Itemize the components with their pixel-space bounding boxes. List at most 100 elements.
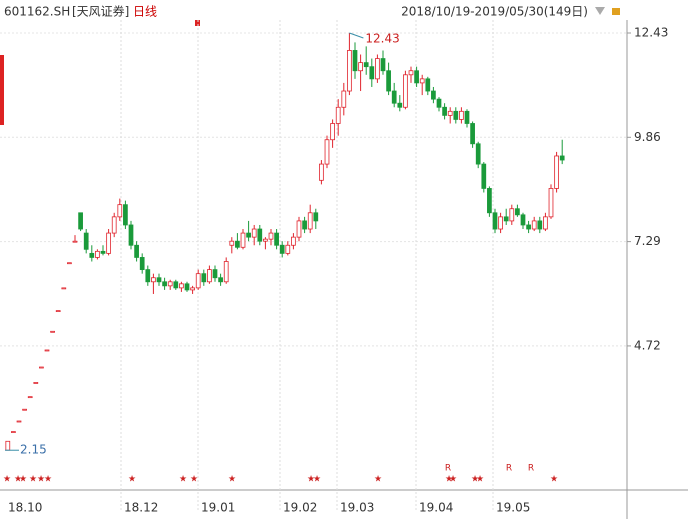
candle-body (459, 110, 464, 120)
x-tick-label: 19.05 (496, 501, 530, 515)
candle-body (145, 269, 151, 283)
candle-body (515, 208, 520, 216)
candle-body (291, 236, 296, 246)
candle-body (453, 110, 459, 120)
x-tick-label: 18.12 (124, 501, 158, 515)
event-r: R (445, 464, 451, 474)
candle-body (419, 78, 425, 84)
x-tick-label: 19.02 (283, 501, 317, 515)
candle-body (431, 90, 436, 100)
event-star: ★ (37, 475, 45, 485)
y-tick-label: 7.29 (634, 234, 661, 248)
low-label: 2.15 (20, 443, 47, 457)
event-r: R (528, 464, 534, 474)
stock-name: [天风证券] (72, 4, 129, 19)
event-star: ★ (471, 475, 479, 485)
event-star: ★ (228, 475, 236, 485)
candle-body (218, 277, 223, 283)
candle-body (274, 232, 279, 246)
candle-body (179, 283, 184, 289)
date-range: 2018/10/19-2019/05/30(149日) (401, 5, 588, 19)
dropdown-icon[interactable] (595, 7, 605, 15)
candle-body (475, 143, 481, 165)
event-r: R (506, 464, 512, 474)
candle-body (16, 420, 22, 423)
candle-body (151, 277, 156, 283)
candle-body (268, 232, 274, 240)
event-star: ★ (449, 475, 457, 485)
event-star: ★ (14, 475, 22, 485)
candle-body (403, 74, 408, 108)
candle-body (554, 155, 559, 189)
event-star: ★ (313, 475, 321, 485)
candle-body (128, 224, 134, 246)
candle-body (313, 212, 319, 222)
candle-body (548, 188, 554, 218)
candle-body (386, 70, 391, 92)
candle-body (319, 163, 324, 181)
candle-body (436, 98, 442, 108)
flag (195, 20, 200, 26)
candle-body (134, 244, 139, 258)
x-tick-label: 19.01 (201, 501, 235, 515)
candle-body (162, 281, 167, 287)
candle-body (173, 281, 179, 289)
event-star: ★ (307, 475, 315, 485)
lock-icon[interactable] (612, 8, 620, 15)
candle-body (509, 208, 515, 222)
candle-body (39, 366, 44, 369)
candle-body (302, 220, 307, 230)
candle-body (251, 228, 257, 238)
candle-body (543, 216, 548, 230)
y-tick-label: 12.43 (634, 25, 668, 39)
candle-body (442, 106, 447, 116)
x-tick-label: 18.10 (8, 501, 42, 515)
side-marker (0, 55, 4, 125)
event-star: ★ (19, 475, 27, 485)
candle-body (363, 62, 369, 68)
x-tick-label: 19.04 (419, 501, 453, 515)
candle-body (44, 349, 50, 352)
candle-body (341, 90, 347, 108)
candle-body (352, 50, 358, 72)
candle-body (5, 440, 11, 451)
event-star: ★ (476, 475, 484, 485)
candle-body (481, 163, 487, 189)
candle-body (285, 244, 291, 254)
candle-body (207, 269, 212, 283)
candle-body (72, 240, 78, 243)
candle-body (50, 330, 55, 333)
candle-body (184, 283, 190, 291)
candle-body (27, 396, 33, 399)
event-star: ★ (29, 475, 37, 485)
candle-body (397, 102, 403, 108)
candle-body (190, 287, 195, 291)
candle-body (201, 273, 207, 283)
candle-body (156, 277, 162, 283)
candle-body (263, 238, 268, 242)
candle-body (487, 188, 492, 214)
candle-body (11, 431, 16, 433)
candle-body (279, 244, 285, 254)
candle-body (492, 212, 498, 230)
candle-body (531, 220, 537, 230)
candle-body (61, 287, 67, 290)
candle-body (335, 106, 341, 124)
candle-body (195, 273, 201, 289)
event-star: ★ (445, 475, 453, 485)
candle-body (380, 58, 386, 72)
candle-body (559, 155, 565, 161)
high-label: 12.43 (365, 31, 399, 45)
candle-body (257, 228, 263, 242)
candle-body (111, 216, 117, 234)
period[interactable]: 日线 (133, 5, 157, 19)
event-star: ★ (550, 475, 558, 485)
candle-body (223, 261, 229, 283)
candle-body (89, 252, 95, 258)
x-tick-label: 19.03 (340, 501, 374, 515)
event-star: ★ (374, 475, 382, 485)
stock-code: 601162.SH (4, 5, 70, 19)
candle-body (358, 62, 363, 72)
candle-body (212, 269, 218, 279)
